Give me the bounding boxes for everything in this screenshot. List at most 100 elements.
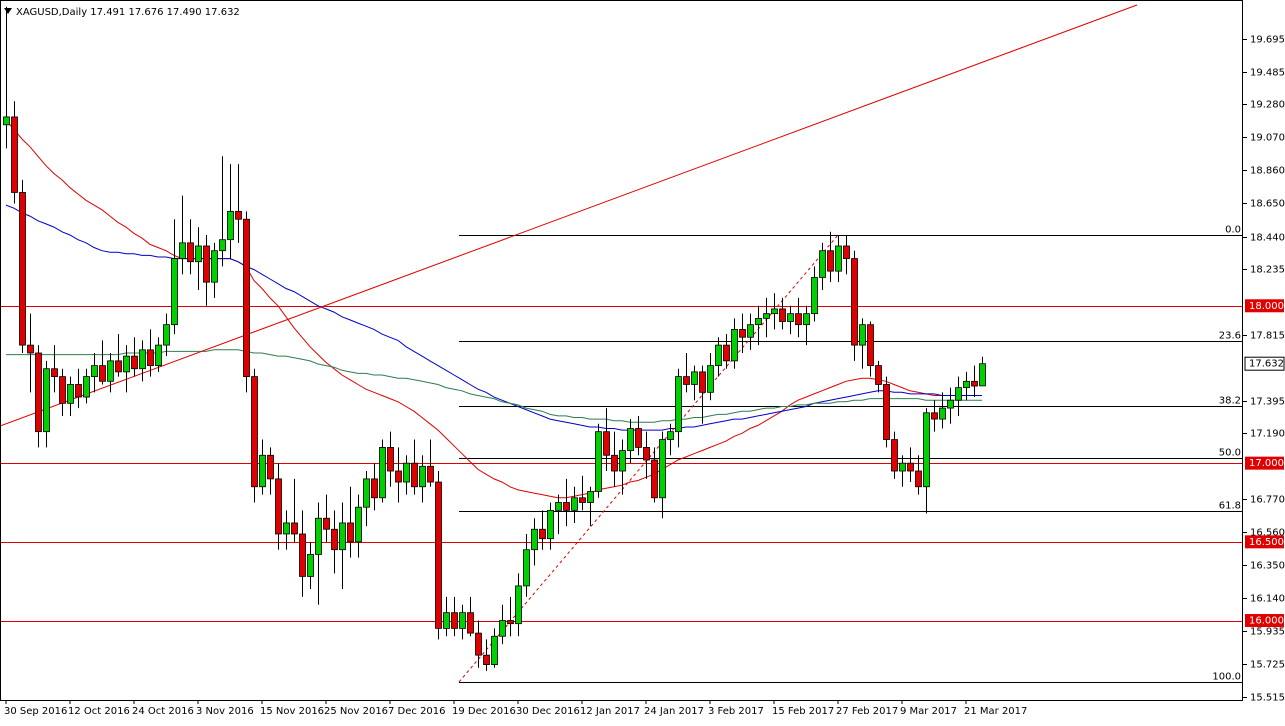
candle-body	[331, 528, 338, 551]
candle-body	[315, 517, 322, 555]
x-tick-label: 25 Nov 2016	[324, 706, 388, 717]
candle-body	[651, 459, 658, 499]
candle-body	[147, 349, 154, 366]
y-tick-label: 19.695	[1250, 35, 1285, 46]
x-tick-label: 21 Mar 2017	[964, 706, 1027, 717]
y-tick-label: 18.440	[1250, 233, 1285, 244]
candle-body	[355, 506, 362, 543]
candle-body	[611, 454, 618, 472]
level-box	[1245, 299, 1284, 313]
candle-body	[419, 465, 426, 488]
candle-body	[979, 363, 986, 387]
y-tick-label: 18.860	[1250, 166, 1285, 177]
candle-body	[667, 431, 674, 440]
candle-body	[435, 481, 442, 629]
candle-body	[539, 528, 546, 540]
candle-body	[91, 365, 98, 377]
candle-body	[683, 376, 690, 385]
candle-body	[19, 192, 26, 346]
candle-body	[491, 635, 498, 665]
candle-body	[179, 242, 186, 259]
candle-body	[131, 355, 138, 370]
candle-body	[123, 355, 130, 373]
candle-body	[243, 218, 250, 377]
candle-body	[99, 365, 106, 382]
candle-body	[923, 412, 930, 488]
candle-body	[171, 258, 178, 326]
candle-body	[803, 313, 810, 326]
candle-body	[259, 454, 266, 488]
candle-body	[547, 509, 554, 540]
x-tick-label: 9 Mar 2017	[900, 706, 957, 717]
level-box	[1245, 456, 1284, 470]
last-price-label: 17.632	[1249, 359, 1284, 370]
moving-average	[5, 119, 982, 499]
candle-body	[619, 450, 626, 472]
menu-triangle	[4, 8, 12, 14]
candle-body	[715, 344, 722, 366]
candle-body	[235, 210, 242, 220]
candle-body	[43, 368, 50, 433]
candle-body	[107, 360, 114, 382]
candle-body	[675, 376, 682, 433]
candle-body	[939, 407, 946, 420]
candle-body	[187, 242, 194, 263]
candle-body	[427, 465, 434, 483]
level-label: 17.000	[1249, 458, 1284, 469]
candle-body	[51, 368, 58, 377]
candle-body	[379, 447, 386, 499]
candle-body	[835, 245, 842, 272]
candle-body	[595, 431, 602, 492]
candle-body	[363, 478, 370, 508]
candle-body	[731, 328, 738, 362]
candle-body	[339, 522, 346, 551]
candle-body	[603, 431, 610, 456]
candle-body	[811, 277, 818, 315]
fibo-label: 38.2	[1219, 396, 1241, 407]
candle-body	[851, 258, 858, 346]
candle-body	[907, 462, 914, 472]
candle-body	[475, 632, 482, 656]
candle-body	[27, 344, 34, 354]
candle-body	[555, 502, 562, 511]
candle-body	[635, 428, 642, 448]
last-price-box	[1244, 356, 1285, 371]
candle-body	[827, 250, 834, 272]
trend-line	[0, 4, 1138, 427]
candle-body	[691, 371, 698, 385]
plot-frame	[0, 0, 1243, 701]
candle-body	[395, 470, 402, 483]
level-box	[1245, 614, 1284, 628]
candle-body	[139, 349, 146, 370]
candle-body	[83, 376, 90, 398]
moving-average	[6, 349, 982, 423]
plot-area: 0.0 23.6 38.2 50.0 61.8 100.0	[0, 119, 1243, 683]
candle-body	[275, 478, 282, 535]
x-tick-label: 19 Dec 2016	[452, 706, 516, 717]
candle-body	[723, 344, 730, 362]
candle-body	[771, 308, 778, 315]
y-tick-label: 17.395	[1250, 397, 1285, 408]
candle-body	[483, 654, 490, 665]
candle-body	[563, 502, 570, 511]
candle-body	[11, 116, 18, 193]
candle-body	[515, 585, 522, 625]
candle-body	[955, 387, 962, 401]
x-tick-label: 15 Nov 2016	[260, 706, 324, 717]
candle-body	[387, 447, 394, 472]
x-tick-label: 12 Oct 2016	[68, 706, 130, 717]
candle-body	[307, 554, 314, 577]
candle-body	[795, 313, 802, 326]
candle-body	[739, 328, 746, 338]
candle-body	[195, 245, 202, 263]
chart-title: XAGUSD,Daily 17.491 17.676 17.490 17.632	[16, 7, 240, 18]
fibo-label: 61.8	[1219, 501, 1241, 512]
candle-body	[3, 116, 10, 126]
y-tick-label: 17.190	[1250, 429, 1285, 440]
candle-body	[283, 522, 290, 535]
candle-body	[227, 210, 234, 241]
y-tick-label: 16.560	[1250, 528, 1285, 539]
y-tick-label: 19.485	[1250, 68, 1285, 79]
candle-body	[323, 517, 330, 530]
